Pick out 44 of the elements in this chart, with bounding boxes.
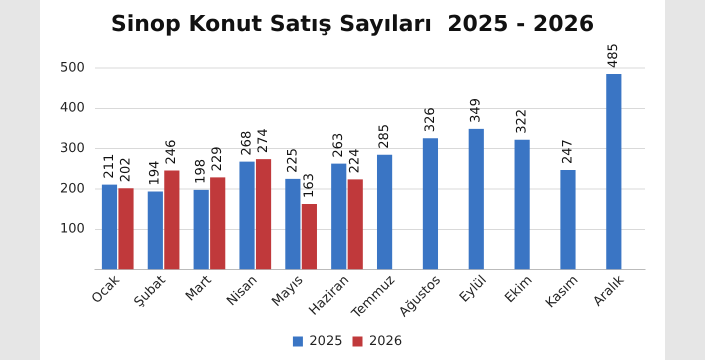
y-tick-label: 500: [60, 60, 85, 76]
legend-label: 2026: [369, 334, 402, 349]
bar: [331, 164, 346, 270]
data-label: 229: [210, 146, 226, 172]
y-tick-label: 300: [60, 141, 85, 156]
bar: [560, 170, 576, 270]
data-label: 224: [348, 148, 363, 174]
data-label: 211: [102, 154, 117, 179]
bar: [514, 140, 530, 270]
bar: [468, 128, 484, 270]
bar: [348, 179, 363, 270]
y-tick-label: 200: [60, 181, 85, 196]
data-label: 326: [422, 107, 438, 132]
data-label: 322: [514, 108, 530, 134]
legend-label: 2025: [309, 334, 343, 349]
bar: [256, 159, 272, 270]
data-label: 285: [376, 124, 392, 149]
y-tick-label: 100: [60, 222, 85, 237]
chart-title: Sinop Konut Satış Sayıları 2025 - 2026: [110, 12, 596, 37]
bar: [239, 162, 255, 270]
data-label: 225: [285, 148, 300, 173]
data-label: 274: [256, 128, 271, 154]
bar: [102, 184, 118, 270]
data-label: 263: [331, 132, 346, 158]
data-label: 268: [239, 130, 254, 156]
bar: [606, 74, 622, 270]
data-label: 485: [606, 43, 622, 68]
bar: [118, 188, 134, 270]
bar: [210, 177, 226, 270]
bar: [285, 178, 300, 270]
bar: [422, 138, 438, 270]
data-label: 246: [164, 140, 180, 164]
y-tick-label: 400: [60, 100, 85, 116]
data-label: 202: [118, 157, 134, 182]
data-label: 198: [194, 159, 209, 184]
data-label: 194: [148, 160, 163, 186]
data-label: 247: [560, 139, 576, 164]
data-label: 163: [302, 173, 317, 198]
bar: [148, 191, 163, 270]
bar: [164, 170, 180, 270]
data-label: 349: [468, 98, 484, 123]
bar: [302, 204, 317, 270]
bar: [194, 190, 209, 270]
bar: [376, 154, 392, 270]
